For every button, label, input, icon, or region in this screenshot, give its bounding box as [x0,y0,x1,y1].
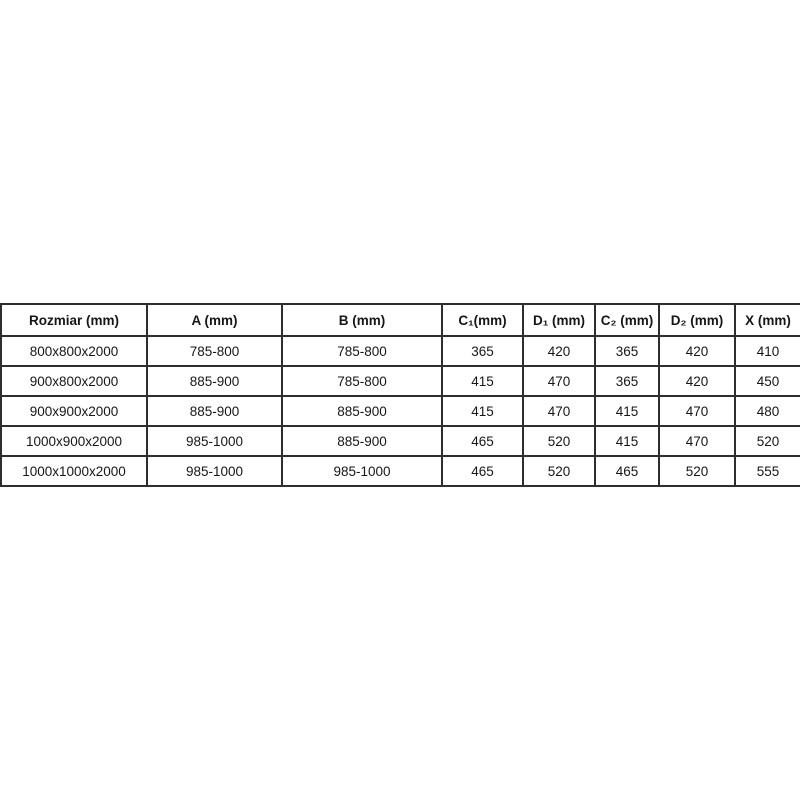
table-cell: 985-1000 [146,425,283,457]
table-cell: 1000x1000x2000 [0,455,148,487]
table-cell: 470 [658,395,736,427]
table-cell: 480 [734,395,800,427]
column-header-d1: D₁ (mm) [522,303,596,337]
table-cell: 470 [522,395,596,427]
table-cell: 555 [734,455,800,487]
table-cell: 520 [734,425,800,457]
table-cell: 410 [734,335,800,367]
table-cell: 520 [522,425,596,457]
table-row: 1000x1000x2000 985-1000 985-1000 465 520… [0,455,800,487]
table-cell: 885-900 [281,425,443,457]
table-cell: 520 [658,455,736,487]
table-cell: 800x800x2000 [0,335,148,367]
table-cell: 785-800 [281,365,443,397]
table-cell: 1000x900x2000 [0,425,148,457]
table-cell: 885-900 [146,365,283,397]
table-cell: 885-900 [281,395,443,427]
header-row: Rozmiar (mm) A (mm) B (mm) C₁(mm) D₁ (mm… [0,303,800,337]
column-header-rozmiar: Rozmiar (mm) [0,303,148,337]
table-cell: 365 [441,335,524,367]
table-cell: 470 [522,365,596,397]
table-cell: 415 [594,395,660,427]
table-cell: 450 [734,365,800,397]
table-cell: 365 [594,365,660,397]
table-cell: 465 [441,425,524,457]
table-row: 1000x900x2000 985-1000 885-900 465 520 4… [0,425,800,457]
table-row: 800x800x2000 785-800 785-800 365 420 365… [0,335,800,367]
spec-table: Rozmiar (mm) A (mm) B (mm) C₁(mm) D₁ (mm… [0,303,800,487]
column-header-b: B (mm) [281,303,443,337]
table-row: 900x900x2000 885-900 885-900 415 470 415… [0,395,800,427]
column-header-d2: D₂ (mm) [658,303,736,337]
column-header-c2: C₂ (mm) [594,303,660,337]
column-header-x: X (mm) [734,303,800,337]
table-cell: 465 [594,455,660,487]
table-cell: 985-1000 [281,455,443,487]
table-cell: 985-1000 [146,455,283,487]
table-cell: 470 [658,425,736,457]
table-cell: 900x900x2000 [0,395,148,427]
table-cell: 520 [522,455,596,487]
table-cell: 420 [658,335,736,367]
table-cell: 415 [441,395,524,427]
table-cell: 420 [522,335,596,367]
table-cell: 415 [594,425,660,457]
table-cell: 900x800x2000 [0,365,148,397]
table-cell: 785-800 [146,335,283,367]
table-cell: 420 [658,365,736,397]
table-cell: 885-900 [146,395,283,427]
column-header-a: A (mm) [146,303,283,337]
table-cell: 365 [594,335,660,367]
table-cell: 465 [441,455,524,487]
column-header-c1: C₁(mm) [441,303,524,337]
table-cell: 785-800 [281,335,443,367]
table-row: 900x800x2000 885-900 785-800 415 470 365… [0,365,800,397]
table-cell: 415 [441,365,524,397]
